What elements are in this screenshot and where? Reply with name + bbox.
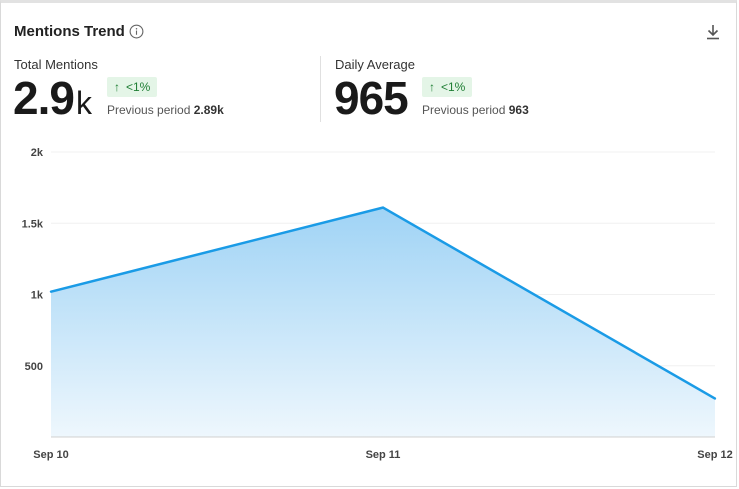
- total-mentions-previous: Previous period 2.89k: [107, 103, 224, 117]
- total-mentions-change-badge: ↑ <1%: [107, 77, 158, 97]
- card-title: Mentions Trend: [14, 23, 125, 40]
- previous-period-label: Previous period: [422, 103, 506, 117]
- y-tick-label: 500: [25, 361, 43, 373]
- daily-average-change-badge: ↑ <1%: [422, 77, 473, 97]
- previous-period-label: Previous period: [107, 103, 191, 117]
- total-mentions-unit: k: [75, 85, 92, 121]
- download-icon[interactable]: [704, 23, 722, 41]
- total-mentions-label: Total Mentions: [14, 57, 98, 72]
- area-fill: [51, 207, 715, 437]
- daily-average-value: 965: [334, 72, 409, 124]
- y-tick-label: 1k: [31, 290, 44, 302]
- previous-period-value: 963: [508, 103, 529, 117]
- data-point: [713, 397, 717, 400]
- tick-labels: 500 1k 1.5k 2k Sep 10 Sep 11 Sep 12: [22, 147, 733, 461]
- y-tick-label: 2k: [31, 147, 44, 159]
- area-layer: [49, 206, 717, 437]
- daily-average-label: Daily Average: [335, 57, 415, 72]
- x-tick-label: Sep 10: [33, 449, 68, 461]
- data-point: [49, 290, 53, 293]
- info-icon[interactable]: [129, 24, 144, 39]
- arrow-up-icon: ↑: [114, 80, 120, 94]
- daily-average-change: <1%: [441, 80, 466, 94]
- data-point: [381, 206, 385, 209]
- total-mentions-change: <1%: [126, 80, 151, 94]
- previous-period-value: 2.89k: [193, 103, 224, 117]
- total-mentions-value: 2.9k: [13, 75, 92, 126]
- arrow-up-icon: ↑: [429, 80, 435, 94]
- x-tick-label: Sep 12: [697, 449, 732, 461]
- x-tick-label: Sep 11: [366, 449, 401, 461]
- daily-average-previous: Previous period 963: [422, 103, 529, 117]
- metric-divider: [320, 56, 321, 122]
- y-tick-label: 1.5k: [22, 218, 44, 230]
- total-mentions-number: 2.9: [13, 72, 75, 124]
